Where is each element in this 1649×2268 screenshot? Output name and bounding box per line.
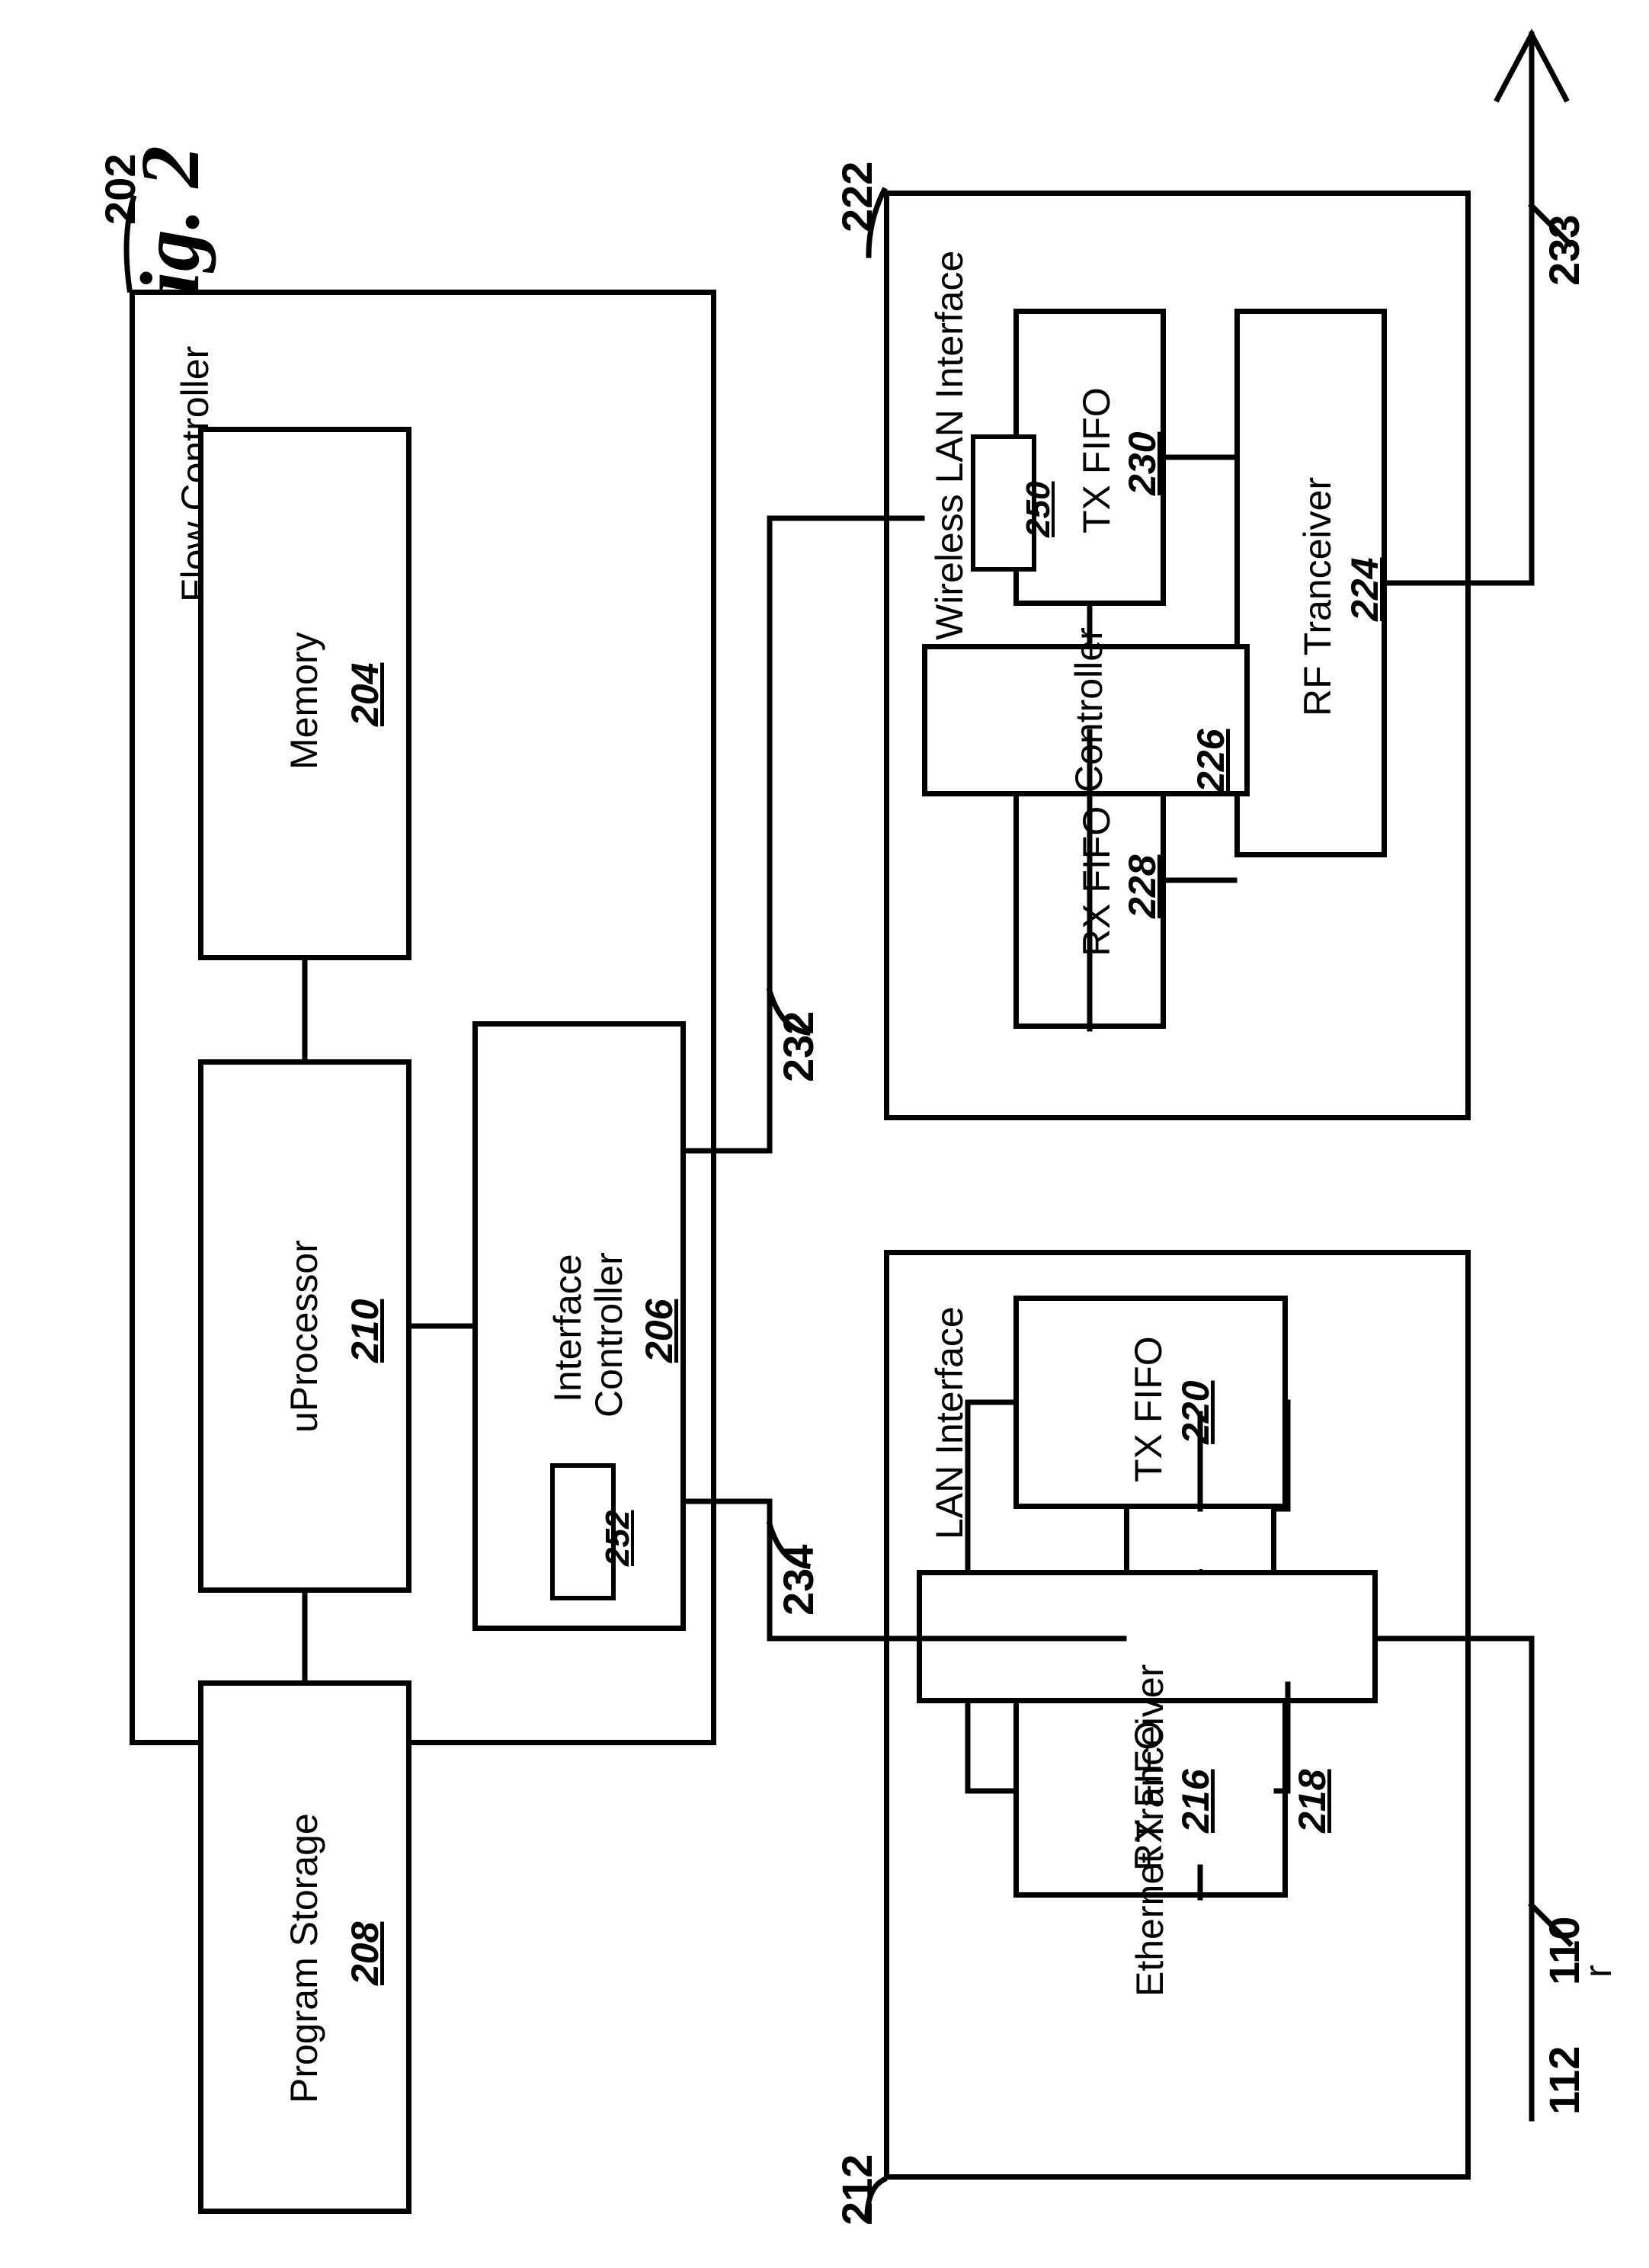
memory-ref: 204	[343, 663, 387, 726]
uprocessor-label: uProcessor	[282, 1240, 326, 1433]
rf-tranceiver-ref: 224	[1343, 558, 1387, 621]
interface-controller-mini-ref: 252	[599, 1510, 637, 1566]
lan-txfifo-ref: 220	[1174, 1381, 1218, 1444]
lan-out-ref2: 112	[1539, 2046, 1589, 2115]
figure-page: Fig. 2 200 Flow Controller 202 Memory 20…	[0, 0, 1649, 2268]
wlan-rxfifo-ref: 228	[1120, 855, 1164, 918]
wlan-txfifo-label: TX FIFO	[1074, 387, 1119, 533]
lan-label: LAN Interface	[927, 1306, 972, 1539]
wlan-controller-mini-ref: 250	[1020, 482, 1058, 537]
wlan-label: Wireless LAN Interface	[927, 251, 972, 640]
flow-controller-ref: 202	[95, 154, 145, 225]
interface-controller-label-2: Controller	[587, 1252, 631, 1418]
antenna-ref: 233	[1539, 215, 1589, 286]
wlan-rxfifo-label: RX FIFO	[1074, 806, 1119, 956]
conn-234-ref: 234	[773, 1545, 823, 1616]
uprocessor-ref: 210	[343, 1299, 387, 1363]
wlan-controller-ref: 226	[1189, 729, 1233, 793]
rf-tranceiver-label: RF Tranceiver	[1295, 477, 1340, 716]
lan-out-extra: r	[1576, 1965, 1620, 1978]
lan-ref: 212	[832, 2154, 882, 2225]
wlan-txfifo-ref: 230	[1120, 432, 1164, 495]
eth-tranceiver-ref: 218	[1290, 1770, 1334, 1833]
wlan-ref: 222	[832, 162, 882, 232]
interface-controller-label-1: Interface	[546, 1254, 590, 1402]
lan-txfifo-label: TX FIFO	[1126, 1336, 1170, 1482]
conn-232-ref: 232	[773, 1011, 823, 1082]
eth-tranceiver-label: Ethernet Tranceiver	[1128, 1664, 1172, 1997]
lan-rxfifo-ref: 216	[1174, 1770, 1218, 1833]
program-storage-label: Program Storage	[282, 1813, 326, 2103]
program-storage-ref: 208	[343, 1922, 387, 1985]
memory-label: Memory	[282, 632, 326, 770]
interface-controller-ref: 206	[637, 1299, 681, 1363]
wlan-controller-label: Controller	[1067, 627, 1111, 793]
